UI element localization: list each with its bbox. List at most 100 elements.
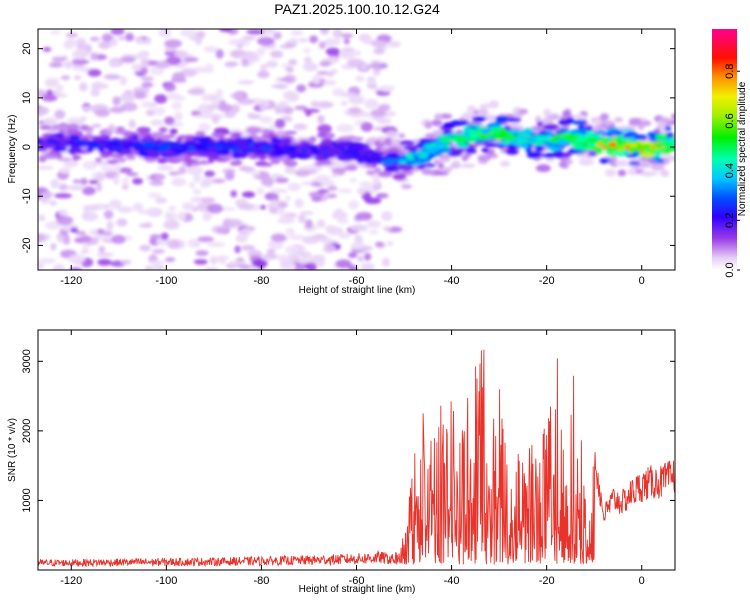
heatmap-halo-patch [614, 117, 624, 123]
heatmap-noise-patch [303, 47, 311, 54]
heatmap-noise-patch [224, 170, 235, 181]
heatmap-noise-patch [327, 185, 338, 191]
heatmap-noise-patch [44, 221, 62, 230]
heatmap-ridge-patch [534, 144, 545, 152]
heatmap-noise-patch [140, 58, 149, 69]
heatmap-ridge-patch [567, 133, 577, 138]
heatmap-noise-patch [288, 253, 299, 262]
heatmap-ridge-patch [397, 159, 408, 164]
heatmap-noise-patch [121, 56, 136, 63]
heatmap-ridge-patch [356, 157, 366, 165]
heatmap-ridge-patch [625, 154, 638, 158]
heatmap-noise-patch [247, 113, 262, 120]
heatmap-noise-patch [97, 258, 112, 266]
heatmap-noise-patch [192, 189, 202, 195]
heatmap-noise-patch [118, 35, 126, 41]
heatmap-ridge-patch [535, 135, 552, 142]
heatmap-noise-patch [164, 116, 175, 125]
x-tick-label: -80 [253, 575, 269, 587]
heatmap-noise-patch [229, 260, 247, 266]
heatmap-noise-patch [106, 220, 114, 231]
spectrogram-y-label: Frequency (Hz) [7, 115, 18, 184]
heatmap-noise-patch [183, 57, 199, 63]
heatmap-ridge-patch [471, 116, 487, 122]
heatmap-halo-patch [437, 162, 445, 170]
heatmap-ridge-patch [487, 122, 502, 128]
heatmap-halo-patch [390, 138, 402, 145]
heatmap-noise-patch [67, 184, 86, 191]
heatmap-noise-patch [160, 232, 169, 241]
heatmap-noise-patch [368, 229, 379, 235]
heatmap-noise-patch [270, 50, 284, 59]
heatmap-ridge-patch [126, 155, 136, 161]
heatmap-noise-patch [50, 243, 57, 251]
heatmap-ridge-patch [451, 148, 465, 154]
heatmap-ridge-patch [605, 127, 619, 132]
heatmap-halo-patch [562, 110, 572, 117]
heatmap-halo-patch [479, 103, 492, 109]
heatmap-noise-patch [62, 236, 71, 245]
heatmap-noise-patch [133, 91, 147, 99]
heatmap-noise-patch [42, 47, 52, 52]
heatmap-noise-patch [122, 177, 130, 186]
heatmap-halo-patch [543, 118, 552, 125]
heatmap-ridge-patch [317, 132, 327, 138]
heatmap-noise-patch [385, 130, 398, 137]
heatmap-noise-patch [163, 219, 180, 230]
heatmap-noise-patch [325, 47, 341, 56]
heatmap-noise-patch [117, 167, 133, 174]
heatmap-ridge-patch [542, 123, 559, 131]
heatmap-ridge-patch [249, 131, 257, 138]
heatmap-ridge-patch [398, 141, 415, 145]
heatmap-noise-patch [92, 123, 102, 128]
heatmap-ridge-patch [66, 123, 80, 131]
heatmap-noise-patch [370, 39, 388, 48]
heatmap-noise-patch [337, 188, 353, 194]
heatmap-ridge-patch [284, 160, 298, 167]
heatmap-halo-patch [512, 113, 524, 118]
heatmap-noise-patch [125, 32, 134, 42]
heatmap-noise-patch [237, 203, 255, 210]
heatmap-ridge-patch [520, 142, 529, 149]
heatmap-noise-patch [259, 116, 273, 124]
heatmap-noise-patch [91, 161, 110, 166]
heatmap-noise-patch [276, 254, 289, 261]
x-tick-label: 0 [639, 275, 645, 287]
heatmap-noise-patch [238, 227, 252, 237]
heatmap-noise-patch [164, 211, 172, 220]
heatmap-noise-patch [193, 259, 208, 265]
heatmap-ridge-patch [107, 141, 120, 146]
heatmap-ridge-patch [423, 146, 430, 152]
heatmap-noise-patch [54, 109, 66, 120]
heatmap-noise-patch [119, 92, 137, 103]
heatmap-noise-patch [61, 226, 70, 231]
heatmap-noise-patch [377, 118, 392, 125]
heatmap-halo-patch [534, 115, 542, 123]
heatmap-noise-patch [230, 190, 238, 198]
heatmap-noise-patch [163, 83, 176, 92]
heatmap-noise-patch [316, 219, 326, 229]
heatmap-noise-patch [224, 110, 236, 118]
heatmap-noise-patch [259, 102, 268, 112]
heatmap-noise-patch [109, 106, 126, 113]
heatmap-noise-patch [267, 239, 284, 250]
heatmap-noise-patch [174, 50, 188, 58]
heatmap-noise-patch [302, 108, 321, 113]
heatmap-halo-patch [400, 184, 413, 189]
heatmap-noise-patch [341, 46, 354, 54]
heatmap-noise-patch [181, 202, 195, 211]
heatmap-noise-patch [219, 29, 233, 33]
heatmap-halo-patch [644, 171, 659, 176]
x-tick-label: 0 [639, 575, 645, 587]
heatmap-halo-patch [460, 163, 476, 168]
heatmap-noise-patch [347, 58, 365, 68]
heatmap-noise-patch [302, 62, 318, 72]
heatmap-noise-patch [326, 226, 344, 236]
x-tick-label: -100 [155, 275, 177, 287]
heatmap-noise-patch [91, 81, 104, 90]
heatmap-noise-patch [80, 235, 92, 243]
heatmap-noise-patch [193, 172, 201, 183]
heatmap-ridge-patch [95, 157, 103, 163]
heatmap-noise-patch [332, 29, 343, 38]
heatmap-noise-patch [38, 257, 56, 264]
